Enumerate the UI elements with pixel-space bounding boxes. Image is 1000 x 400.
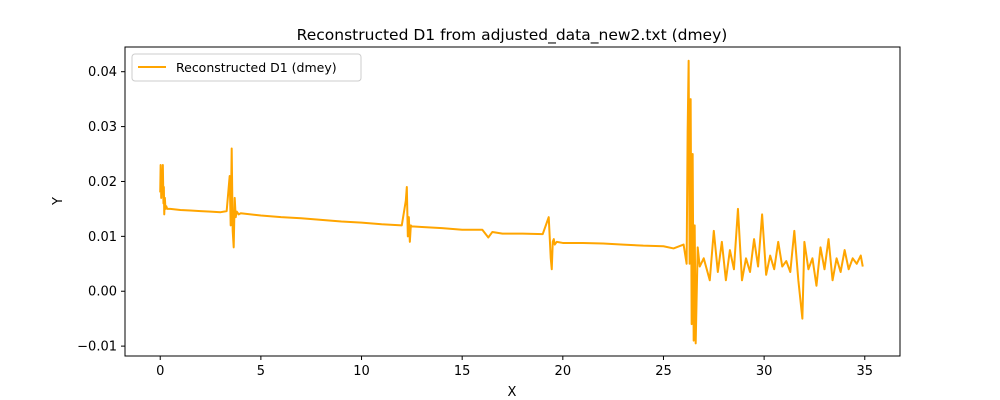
x-tick-label: 0 — [156, 364, 164, 379]
y-tick-label: −0.01 — [77, 340, 117, 355]
x-tick-label: 20 — [555, 364, 572, 379]
x-tick-label: 35 — [856, 364, 873, 379]
y-tick-label: 0.03 — [88, 120, 117, 135]
x-axis-label: X — [508, 385, 517, 400]
x-tick-label: 10 — [353, 364, 370, 379]
series-layer — [159, 59, 864, 345]
x-tick-label: 30 — [756, 364, 773, 379]
y-tick-label: 0.02 — [88, 175, 117, 190]
plot-background — [125, 47, 900, 356]
x-tick-label: 15 — [454, 364, 471, 379]
chart-title: Reconstructed D1 from adjusted_data_new2… — [297, 26, 728, 45]
plot-frame — [124, 46, 901, 357]
y-tick-label: 0.01 — [88, 230, 117, 245]
series-line-0 — [159, 59, 864, 345]
plot-area — [124, 46, 901, 357]
x-tick-label: 25 — [655, 364, 672, 379]
x-tick-label: 5 — [257, 364, 265, 379]
y-tick-label: 0.04 — [88, 65, 117, 80]
legend: Reconstructed D1 (dmey) — [131, 53, 362, 82]
x-axis-ticks: 0 5 10 15 20 25 30 35 — [156, 356, 873, 379]
legend-box — [131, 53, 362, 82]
y-tick-label: 0.00 — [88, 285, 117, 300]
legend-label: Reconstructed D1 (dmey) — [176, 60, 337, 75]
y-axis-ticks: −0.01 0.00 0.01 0.02 0.03 0.04 — [77, 65, 125, 355]
y-axis-label: Y — [51, 197, 66, 206]
